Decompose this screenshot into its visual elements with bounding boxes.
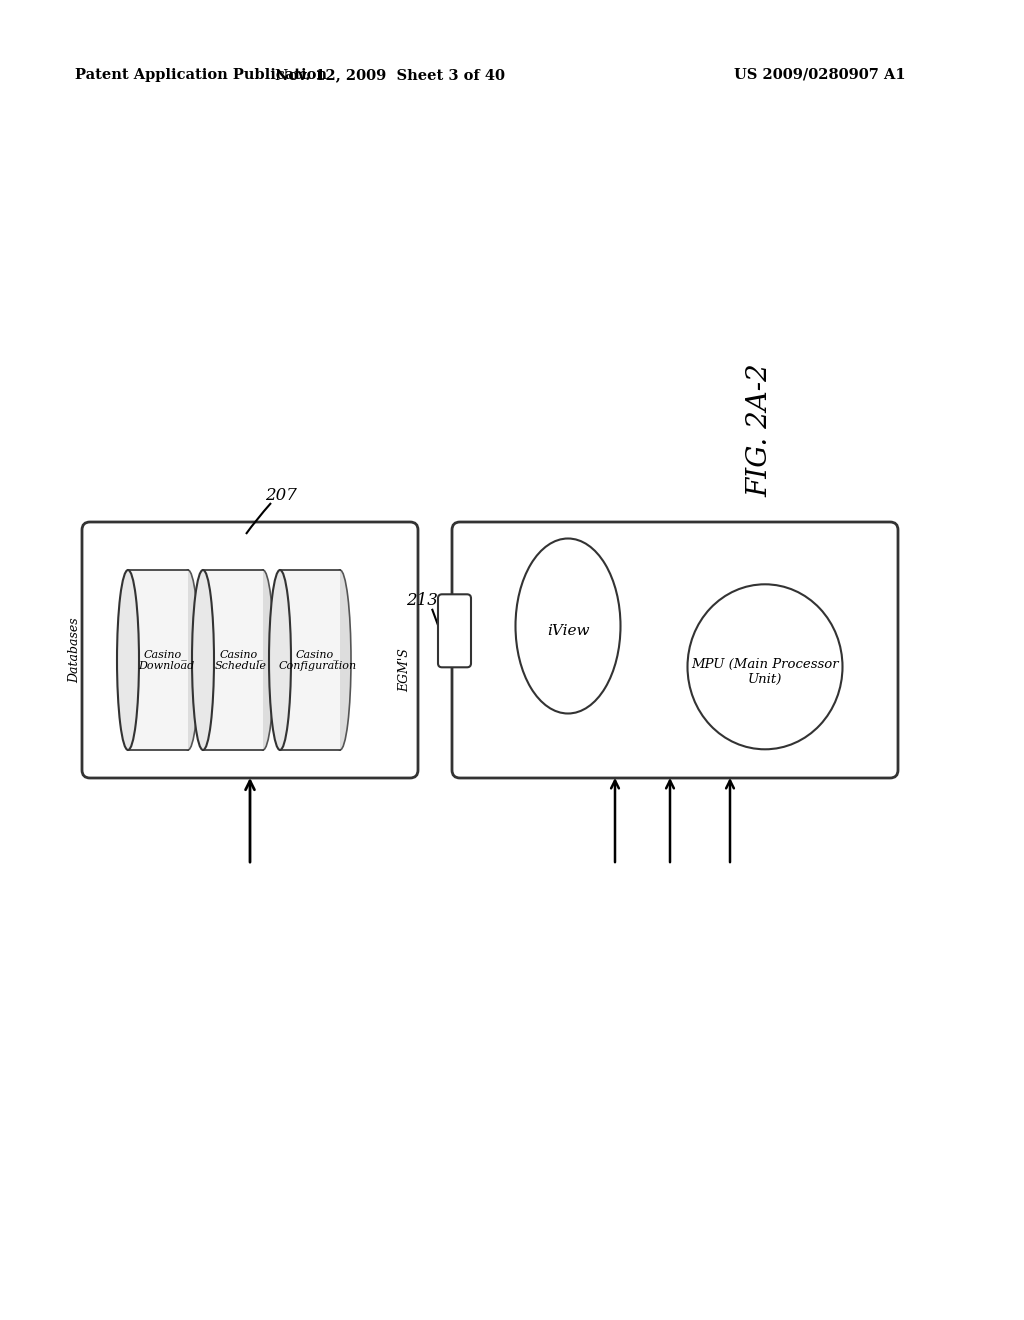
Text: MPU (Main Processor
Unit): MPU (Main Processor Unit) [691,657,839,686]
Text: 207: 207 [265,487,297,503]
Text: Casino_
Download: Casino_ Download [138,649,195,671]
Text: FIG. 2A-2: FIG. 2A-2 [746,363,773,496]
Bar [203,570,263,750]
Text: 213: 213 [407,593,438,610]
Ellipse shape [269,570,291,750]
Bar [128,570,188,750]
Text: Patent Application Publication: Patent Application Publication [75,69,327,82]
Text: Nov. 12, 2009  Sheet 3 of 40: Nov. 12, 2009 Sheet 3 of 40 [275,69,505,82]
Ellipse shape [329,570,351,750]
Ellipse shape [177,570,199,750]
FancyBboxPatch shape [452,521,898,777]
Text: Casino_
Configuration: Casino_ Configuration [279,649,357,671]
Text: US 2009/0280907 A1: US 2009/0280907 A1 [734,69,906,82]
Text: Casino_
Schedule: Casino_ Schedule [215,649,267,671]
FancyBboxPatch shape [82,521,418,777]
FancyBboxPatch shape [438,594,471,668]
Bar [280,570,340,750]
Ellipse shape [687,585,843,750]
Ellipse shape [193,570,214,750]
Ellipse shape [252,570,274,750]
Text: EGM'S: EGM'S [398,648,412,692]
Text: iView: iView [547,624,589,638]
Text: Databases: Databases [69,618,82,682]
Ellipse shape [117,570,139,750]
Ellipse shape [515,539,621,714]
